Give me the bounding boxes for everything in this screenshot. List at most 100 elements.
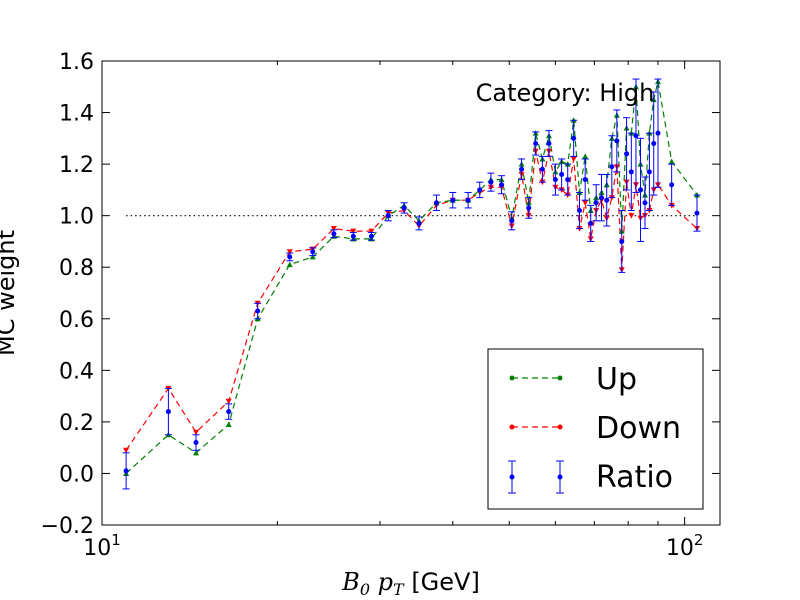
- ratio-point: [558, 158, 566, 191]
- down-point: [330, 226, 337, 232]
- ratio-point: [498, 175, 506, 195]
- ratio-point: [349, 231, 357, 241]
- down-point: [350, 228, 357, 235]
- ratio-point: [122, 452, 130, 490]
- ratio-point: [608, 135, 616, 199]
- y-tick-label: 0.6: [59, 308, 94, 333]
- ratio-marker: [539, 166, 545, 172]
- legend-down-marker-left: [509, 424, 515, 430]
- y-tick-label: −0.2: [41, 514, 94, 539]
- ratio-marker: [604, 197, 610, 203]
- ratio-marker: [628, 169, 634, 175]
- x-tick-label: 101: [83, 531, 121, 561]
- ratio-point: [545, 130, 553, 157]
- down-point: [123, 447, 130, 454]
- ratio-point: [254, 302, 262, 320]
- ratio-point: [623, 117, 631, 191]
- y-tick-label: 1.2: [59, 153, 94, 178]
- x-label-var: p: [378, 568, 393, 596]
- legend: Up Down Ratio: [487, 348, 704, 510]
- ratio-marker: [651, 140, 657, 146]
- ratio-point: [603, 173, 611, 227]
- ratio-point: [618, 210, 626, 273]
- y-axis-label: MC weight: [0, 230, 20, 356]
- x-label-unit: [GeV]: [404, 568, 480, 596]
- ratio-marker: [552, 177, 558, 183]
- x-label-var-subscript: T: [393, 580, 405, 599]
- ratio-point: [637, 137, 645, 242]
- ratio-point: [538, 155, 546, 183]
- ratio-marker: [226, 409, 232, 415]
- legend-down-marker-right: [557, 424, 563, 430]
- ratio-marker: [193, 440, 199, 446]
- ratio-marker: [655, 130, 661, 136]
- up-point: [286, 261, 293, 268]
- ratio-marker: [582, 177, 588, 183]
- ratio-marker: [477, 187, 483, 193]
- ratio-marker: [385, 213, 391, 219]
- ratio-marker: [499, 182, 505, 188]
- ratio-marker: [416, 220, 422, 226]
- ratio-marker: [331, 231, 337, 237]
- category-annotation: Category: High: [476, 79, 655, 107]
- ratio-marker: [646, 169, 652, 175]
- ratio-point: [309, 247, 317, 257]
- legend-frame: [487, 348, 704, 510]
- down-point: [570, 156, 577, 162]
- plot-frame: [101, 60, 721, 526]
- y-tick-label: 1.6: [59, 50, 94, 75]
- ratio-marker: [619, 238, 625, 244]
- x-label-symbol: B: [341, 568, 360, 596]
- ratio-marker: [287, 254, 293, 260]
- ratio-marker: [559, 171, 565, 177]
- y-tick-label: 0.8: [59, 256, 94, 281]
- ratio-marker: [638, 187, 644, 193]
- ratio-marker: [123, 468, 129, 474]
- ratio-marker: [633, 133, 639, 139]
- legend-up-label: Up: [596, 362, 637, 397]
- ratio-point: [551, 163, 559, 196]
- ratio-marker: [488, 179, 494, 185]
- ratio-point: [508, 211, 516, 231]
- ratio-marker: [588, 220, 594, 226]
- ratio-marker: [165, 409, 171, 415]
- ratio-point: [415, 216, 423, 231]
- ratio-marker: [465, 197, 471, 203]
- up-point: [582, 153, 589, 159]
- ratio-point: [627, 132, 635, 212]
- legend-up-marker-right: [557, 375, 563, 381]
- down-point: [225, 398, 232, 405]
- ratio-point: [525, 197, 533, 219]
- ratio-marker: [533, 140, 539, 146]
- ratio-marker: [565, 177, 571, 183]
- up-point: [193, 449, 200, 456]
- ratio-point: [384, 210, 392, 222]
- ratio-marker: [401, 205, 407, 211]
- legend-ratio-marker-left: [508, 460, 516, 494]
- ratio-point: [192, 434, 200, 451]
- ratio-point: [225, 403, 233, 420]
- ratio-point: [668, 163, 676, 206]
- y-tick-label: 1.0: [59, 205, 94, 230]
- x-axis-label: B0 pT [GeV]: [341, 568, 480, 599]
- ratio-marker: [571, 135, 577, 141]
- ratio-marker: [255, 308, 261, 314]
- ratio-marker: [310, 249, 316, 255]
- ratio-point: [641, 176, 649, 230]
- ratio-marker: [614, 138, 620, 144]
- down-point: [628, 213, 635, 219]
- ratio-point: [449, 191, 457, 209]
- ratio-point: [164, 387, 172, 436]
- ratio-marker: [433, 200, 439, 206]
- ratio-point: [330, 229, 338, 239]
- ratio-point: [286, 252, 294, 262]
- down-series-line: [125, 151, 698, 451]
- ratio-point: [650, 91, 658, 196]
- axis-ticks: −0.2 0.0 0.2 0.4 0.6 0.8 1.0 1.2 1.4 1.6 101 102: [41, 50, 720, 561]
- up-point: [309, 253, 316, 260]
- ratio-point: [598, 173, 606, 222]
- ratio-point: [564, 163, 572, 196]
- legend-ratio-label: Ratio: [596, 460, 673, 495]
